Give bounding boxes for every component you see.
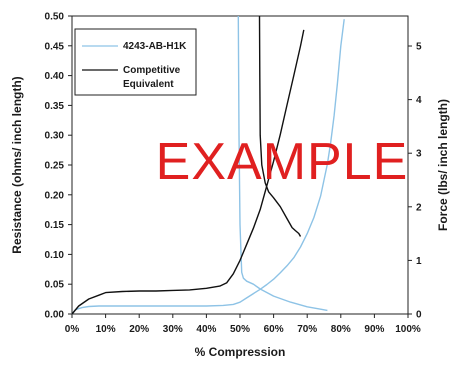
x-tick-label: 20%	[129, 324, 149, 335]
y-axis-right-title: Force (lbs/ inch length)	[436, 99, 450, 231]
x-tick-label: 40%	[196, 324, 216, 335]
legend: 4243-AB-H1K Competitive Equivalent	[74, 28, 197, 96]
y-right-tick-label: 1	[416, 256, 422, 267]
x-tick-label: 70%	[297, 324, 317, 335]
x-tick-label: 80%	[331, 324, 351, 335]
series-line-4243-force	[71, 19, 345, 315]
y-left-tick-label: 0.05	[45, 280, 65, 291]
x-tick-label: 10%	[96, 324, 116, 335]
y-left-tick-label: 0.30	[45, 131, 65, 142]
y-right-tick-label: 3	[416, 149, 422, 160]
legend-box	[74, 28, 197, 96]
y-right-tick-label: 5	[416, 42, 422, 53]
x-tick-label: 90%	[364, 324, 384, 335]
series-line-competitive-resistance	[258, 15, 302, 237]
y-left-tick-label: 0.00	[45, 310, 65, 321]
y-left-tick-label: 0.20	[45, 190, 65, 201]
x-tick-label: 100%	[395, 324, 421, 335]
y-left-tick-label: 0.25	[45, 161, 65, 172]
series-line-4243-resistance	[237, 15, 328, 312]
y-right-tick-label: 2	[416, 202, 422, 213]
y-left-tick-label: 0.40	[45, 71, 65, 82]
y-left-tick-label: 0.45	[45, 41, 65, 52]
x-tick-label: 60%	[264, 324, 284, 335]
y-left-tick-label: 0.15	[45, 220, 65, 231]
tick-layer: 0% 10% 20% 30% 40% 50% 60% 70% 80% 90% 100% 0.00 0.0…	[45, 12, 422, 336]
y-right-tick-label: 0	[416, 310, 422, 321]
x-tick-label: 0%	[65, 324, 80, 335]
legend-label-equivalent: Equivalent	[123, 79, 174, 90]
series-line-competitive-force	[71, 29, 305, 315]
x-tick-label: 50%	[230, 324, 250, 335]
x-tick-label: 30%	[163, 324, 183, 335]
y-axis-left-title: Resistance (ohms/ inch length)	[10, 76, 24, 253]
x-axis-title: % Compression	[195, 345, 286, 359]
y-left-tick-label: 0.50	[45, 12, 65, 23]
legend-label-4243: 4243-AB-H1K	[123, 41, 187, 52]
series-layer	[71, 15, 345, 315]
legend-label-competitive: Competitive	[123, 65, 181, 76]
watermark-text: EXAMPLE	[156, 133, 409, 191]
y-left-tick-label: 0.10	[45, 250, 65, 261]
y-right-tick-label: 4	[416, 95, 422, 106]
y-left-tick-label: 0.35	[45, 101, 65, 112]
